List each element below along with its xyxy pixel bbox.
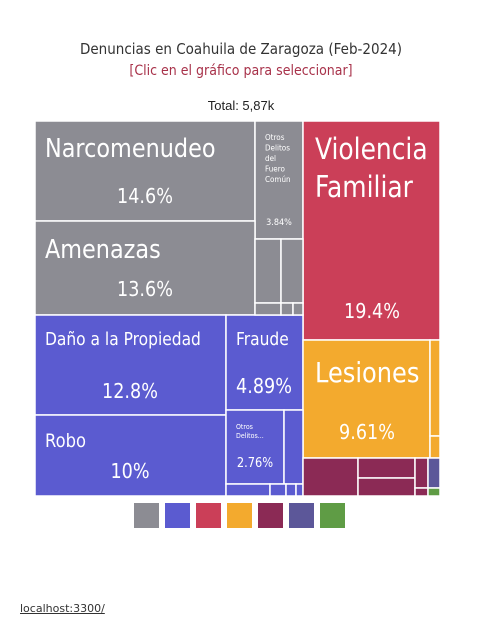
tile-otros_delitos[interactable] xyxy=(225,409,285,485)
tile-dano[interactable] xyxy=(34,314,227,416)
sub-tile[interactable] xyxy=(280,302,294,316)
sub-tile[interactable] xyxy=(429,339,441,437)
label-amenazas: Amenazas xyxy=(45,233,161,264)
tile-lesiones[interactable] xyxy=(302,339,431,459)
value-otros-delitos: 2.76% xyxy=(237,455,273,470)
legend-swatch-4[interactable] xyxy=(227,503,252,528)
tile-robo[interactable] xyxy=(34,414,227,497)
value-violencia: 19.4% xyxy=(344,301,400,323)
value-lesiones: 9.61% xyxy=(339,422,395,444)
legend-swatch-7[interactable] xyxy=(320,503,345,528)
sub-tile[interactable] xyxy=(414,457,429,489)
value-dano: 12.8% xyxy=(102,381,158,403)
value-narcomenudeo: 14.6% xyxy=(117,186,173,208)
label-lesiones: Lesiones xyxy=(315,357,419,389)
value-otros-fuero: 3.84% xyxy=(266,218,292,229)
sub-tile[interactable] xyxy=(280,238,304,304)
label-otros-delitos-1: Otros xyxy=(236,423,253,431)
sub-tile[interactable] xyxy=(269,483,287,497)
sub-tile[interactable] xyxy=(285,483,297,497)
chart-title: Denuncias en Coahuila de Zaragoza (Feb-2… xyxy=(79,40,403,58)
legend-swatch-1[interactable] xyxy=(134,503,159,528)
sub-tile[interactable] xyxy=(357,477,416,497)
chart-subtitle[interactable]: [Clic en el gráfico para seleccionar] xyxy=(129,63,353,79)
label-robo: Robo xyxy=(45,431,86,452)
legend-swatch-6[interactable] xyxy=(289,503,314,528)
sub-tile[interactable] xyxy=(427,487,441,497)
legend-swatch-5[interactable] xyxy=(258,503,283,528)
total-label: Total: 5,87k xyxy=(207,98,275,113)
tile-violencia[interactable] xyxy=(302,120,441,341)
label-fraude: Fraude xyxy=(236,328,289,349)
label-narcomenudeo: Narcomenudeo xyxy=(45,132,216,163)
tile-narco[interactable] xyxy=(34,120,256,222)
label-dano: Daño a la Propiedad xyxy=(45,328,201,349)
sub-tile[interactable] xyxy=(357,457,416,479)
legend xyxy=(134,503,345,528)
legend-swatch-2[interactable] xyxy=(165,503,190,528)
label-otros-fuero-line: Otros xyxy=(265,133,284,142)
sub-tile[interactable] xyxy=(302,457,359,497)
tile-amenazas[interactable] xyxy=(34,220,256,316)
sub-tile[interactable] xyxy=(295,483,304,497)
label-otros-fuero-line: Común xyxy=(265,175,291,184)
sub-tile[interactable] xyxy=(427,457,441,489)
label-otros-delitos-2: Delitos... xyxy=(236,432,264,440)
sub-tile[interactable] xyxy=(283,409,304,485)
value-amenazas: 13.6% xyxy=(117,279,173,301)
footer-link[interactable]: localhost:3300/ xyxy=(20,602,105,615)
sub-tile[interactable] xyxy=(292,302,304,316)
sub-tile[interactable] xyxy=(254,238,282,304)
sub-tile[interactable] xyxy=(254,302,282,316)
legend-swatch-3[interactable] xyxy=(196,503,221,528)
sub-tile[interactable] xyxy=(225,483,271,497)
sub-tile[interactable] xyxy=(429,435,441,459)
label-violencia-1: Violencia xyxy=(315,133,428,166)
label-otros-fuero-line: Delitos xyxy=(265,143,290,152)
label-otros-fuero-line: del xyxy=(265,154,276,163)
label-violencia-2: Familiar xyxy=(315,171,414,204)
value-robo: 10% xyxy=(110,461,149,483)
value-fraude: 4.89% xyxy=(236,376,292,398)
sub-tile[interactable] xyxy=(414,487,429,497)
label-otros-fuero-line: Fuero xyxy=(265,164,285,173)
